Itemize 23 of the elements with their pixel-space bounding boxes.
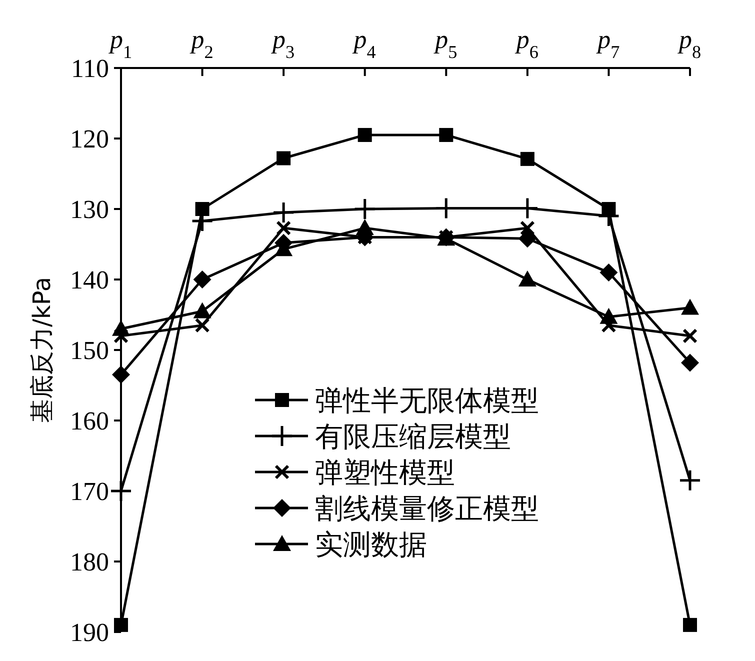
y-tick-label: 190	[70, 618, 109, 647]
y-tick-label: 120	[70, 124, 109, 154]
x-tick-label: p$_{7}$	[596, 25, 620, 62]
x-tick-label: p$_{5}$	[433, 25, 458, 62]
y-tick-label: 140	[70, 266, 109, 294]
legend-label: 弹塑性模型	[315, 456, 455, 489]
y-axis-title: 基底反力/kPa	[28, 276, 56, 424]
y-tick-label: 150	[70, 336, 109, 365]
y-tick-label: 130	[70, 195, 109, 224]
y-tick-label: 180	[70, 548, 109, 576]
legend-label: 割线模量修正模型	[315, 492, 539, 525]
legend-label: 实测数据	[315, 528, 427, 561]
y-tick-label: 110	[70, 54, 109, 83]
legend-label: 有限压缩层模型	[315, 420, 511, 453]
x-tick-label: p$_{6}$	[514, 25, 538, 62]
x-tick-label: p$_{1}$	[108, 25, 132, 62]
x-tick-label: p$_{3}$	[270, 25, 295, 62]
y-tick-label: 170	[70, 477, 109, 506]
x-tick-label: p$_{2}$	[189, 25, 214, 62]
x-tick-label: p$_{8}$	[676, 25, 702, 62]
legend-label: 弹性半无限体模型	[315, 384, 539, 417]
x-tick-label: p$_{4}$	[352, 25, 376, 62]
y-tick-label: 160	[70, 406, 109, 436]
